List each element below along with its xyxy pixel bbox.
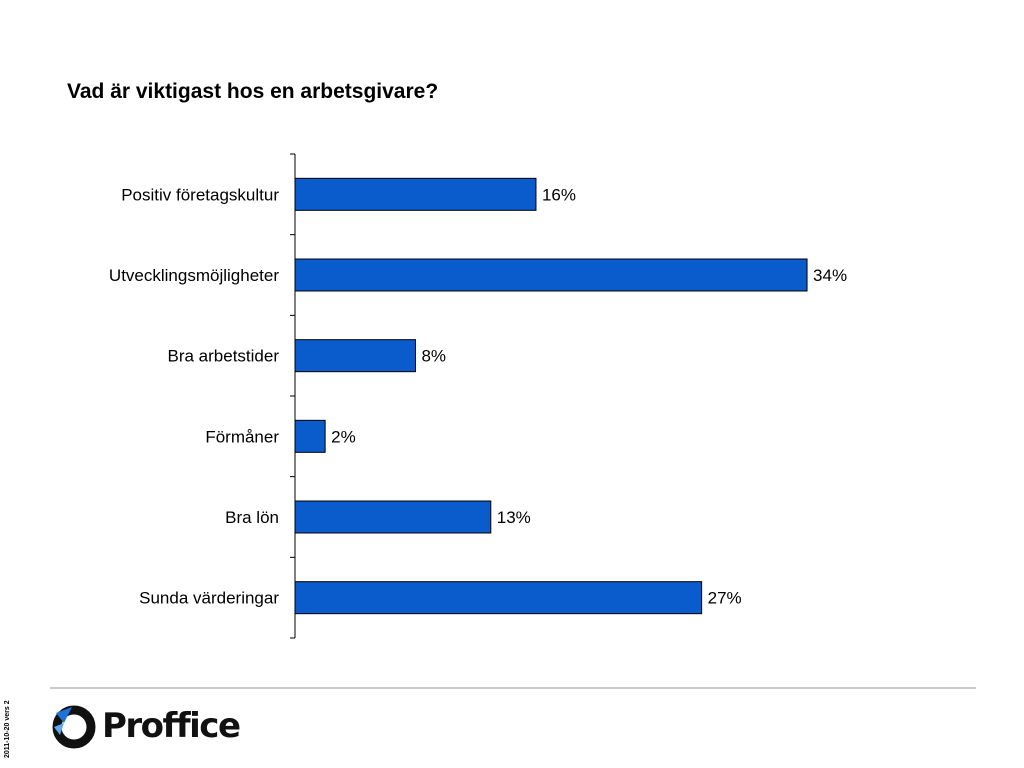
bar [294,581,703,615]
bar-chart: Positiv företagskultur 16% Utvecklingsmöjl… [109,153,847,639]
bar [294,258,808,292]
bar [294,419,326,453]
data-label: 8% [421,347,446,366]
data-label: 34% [813,266,847,285]
category-label: Sunda värderingar [139,589,279,608]
bar [294,177,537,211]
bar [294,500,492,534]
category-label: Utvecklingsmöjligheter [109,266,279,285]
version-label: 2011-10-20 vers 2 [4,700,11,758]
brand-name: Proffice [102,706,241,746]
proffice-logo: Proffice [50,703,241,749]
data-label: 16% [542,185,576,204]
data-label: 2% [331,427,356,446]
bar [294,339,416,373]
category-label: Bra arbetstider [168,347,280,366]
data-label: 13% [497,508,531,527]
category-label: Bra lön [225,508,279,527]
footer-divider [50,687,976,689]
slide-title: Vad är viktigast hos en arbetsgivare? [67,80,439,103]
category-label: Positiv företagskultur [121,185,279,204]
data-label: 27% [708,589,742,608]
category-label: Förmåner [205,427,279,446]
proffice-logo-icon [52,705,96,749]
